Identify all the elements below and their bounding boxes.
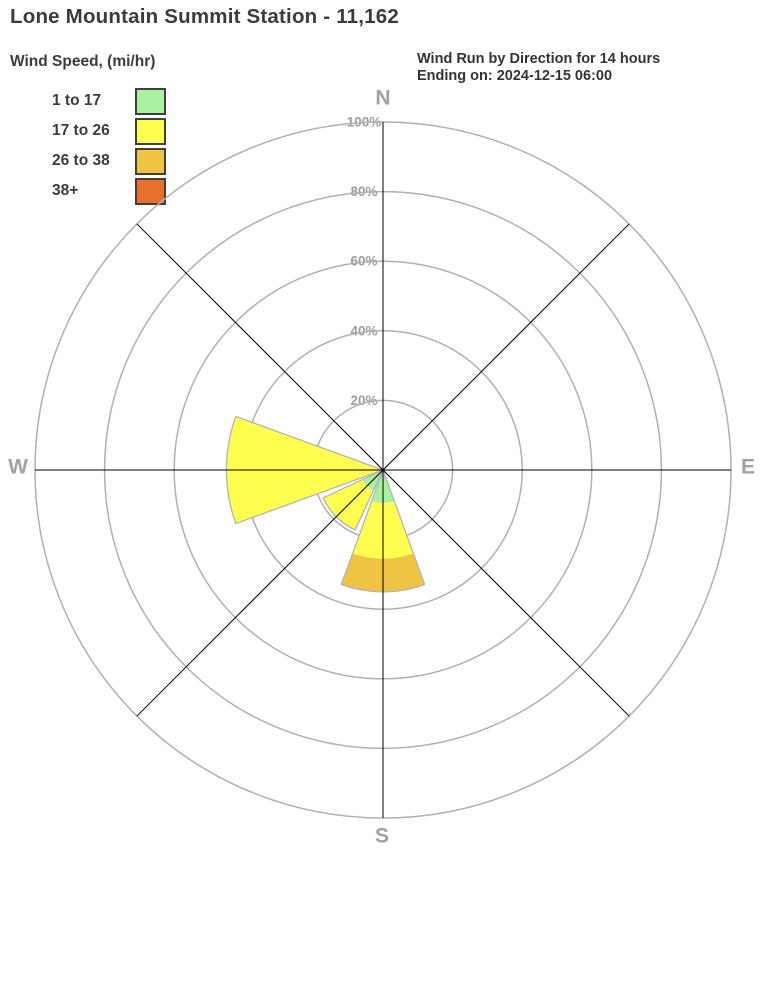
legend-color-swatch [135, 87, 166, 115]
legend-item-2: 26 to 38 [52, 146, 166, 176]
direction-label-N: N [375, 87, 390, 110]
legend-item-0: 1 to 17 [52, 86, 166, 116]
legend-item-1: 17 to 26 [52, 116, 166, 146]
legend-item-label: 17 to 26 [52, 122, 110, 139]
radial-tick-label-60: 60% [350, 254, 377, 269]
legend-item-label: 1 to 17 [52, 92, 102, 109]
legend-color-swatch [135, 147, 166, 175]
axis-diagonal-nw-se [136, 223, 630, 717]
legend-color-swatch [135, 117, 166, 145]
direction-label-S: S [375, 825, 389, 848]
chart-subtitle-line2: Ending on: 2024-12-15 06:00 [417, 68, 613, 84]
legend-color-swatch [135, 177, 166, 205]
chart-subtitle-line1: Wind Run by Direction for 14 hours [417, 51, 661, 67]
chart-subtitle: Wind Run by Direction for 14 hours Endin… [417, 51, 660, 85]
radial-tick-label-20: 20% [350, 393, 377, 408]
direction-label-E: E [741, 456, 755, 479]
legend-title: Wind Speed, (mi/hr) [10, 53, 156, 70]
direction-label-W: W [8, 456, 28, 479]
legend-item-3: 38+ [52, 176, 166, 206]
legend-item-label: 26 to 38 [52, 152, 110, 169]
radial-tick-label-40: 40% [350, 323, 377, 338]
legend-item-label: 38+ [52, 182, 79, 199]
legend: 1 to 17 17 to 26 26 to 38 38+ [52, 86, 166, 206]
page-title: Lone Mountain Summit Station - 11,162 [10, 5, 399, 28]
